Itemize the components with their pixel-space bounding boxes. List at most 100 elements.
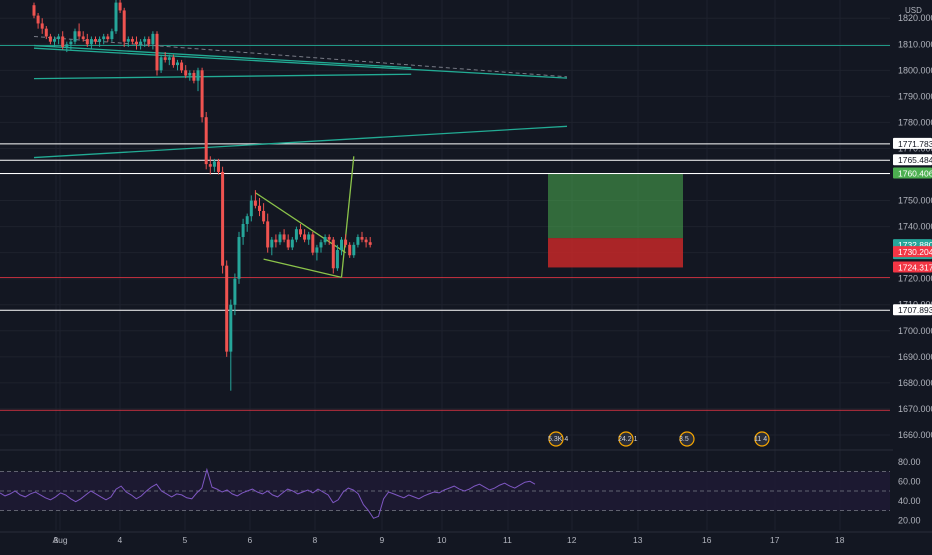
rsi-tick-label: 20.00 xyxy=(898,515,921,525)
time-tick-label: 18 xyxy=(835,535,845,545)
candle-body xyxy=(352,244,356,256)
candle-body xyxy=(233,278,237,305)
candle-body xyxy=(221,171,225,266)
candle-body xyxy=(176,62,179,66)
candle-body xyxy=(212,161,216,167)
candle-body xyxy=(65,44,69,47)
price-tag[interactable] xyxy=(893,246,932,258)
price-tag[interactable] xyxy=(893,304,932,316)
candle-body xyxy=(323,237,327,243)
price-tick-label: 1680.000 xyxy=(898,378,932,388)
price-tick-label: 1780.000 xyxy=(898,117,932,127)
candle-body xyxy=(303,234,307,240)
event-badge-label: 11 4 xyxy=(754,436,767,443)
candle-body xyxy=(155,33,159,71)
candle-body xyxy=(171,57,175,66)
candle-body xyxy=(61,36,65,47)
candle-body xyxy=(331,239,335,269)
candle-body xyxy=(135,41,138,45)
trendline[interactable] xyxy=(33,125,568,159)
currency-label: USD xyxy=(905,6,922,15)
candle-body xyxy=(180,62,184,71)
trendline[interactable] xyxy=(33,73,412,80)
trendline[interactable] xyxy=(263,258,342,279)
time-tick-label: 10 xyxy=(437,535,447,545)
candle-body xyxy=(340,239,343,251)
candle-body xyxy=(294,229,298,240)
position-target-zone[interactable] xyxy=(548,173,683,239)
event-badge-icon[interactable] xyxy=(754,431,770,447)
candle-body xyxy=(237,237,241,279)
candle-body xyxy=(196,70,200,81)
candle-body xyxy=(130,39,134,42)
candle-body xyxy=(319,242,323,248)
candle-body xyxy=(94,39,97,42)
price-tag-label: 1732.880 xyxy=(898,240,932,250)
event-badge-label: 24.2 1 xyxy=(618,436,638,443)
candle-body xyxy=(274,239,278,243)
trendline[interactable] xyxy=(33,44,412,69)
candle-body xyxy=(163,57,167,60)
candle-body xyxy=(126,39,130,42)
candle-body xyxy=(258,205,261,211)
price-tick-label: 1740.000 xyxy=(898,222,932,232)
candle-body xyxy=(122,10,126,42)
time-tick-label: 12 xyxy=(567,535,577,545)
time-tick-label: 16 xyxy=(702,535,712,545)
price-tick-label: 1690.000 xyxy=(898,352,932,362)
candle-body xyxy=(159,57,163,71)
event-badge-label: 5.3K 4 xyxy=(548,436,568,443)
candle-body xyxy=(364,239,368,243)
candle-body xyxy=(143,39,147,42)
event-badge-icon[interactable] xyxy=(618,431,634,447)
candle-body xyxy=(200,70,204,118)
candle-body xyxy=(188,72,192,76)
price-tag-label: 1765.484 xyxy=(898,155,932,165)
candle-body xyxy=(262,210,266,222)
time-tick-label: 3 xyxy=(54,535,59,545)
price-tag-label: 1707.893 xyxy=(898,305,932,315)
position-stop-zone[interactable] xyxy=(548,238,683,268)
candle-body xyxy=(110,31,114,40)
candle-body xyxy=(266,221,270,248)
price-tag[interactable] xyxy=(893,154,932,166)
price-tick-label: 1810.000 xyxy=(898,39,932,49)
candle-body xyxy=(225,265,229,352)
rsi-tick-label: 60.00 xyxy=(898,476,921,486)
price-tag-label: 1730.204 xyxy=(898,247,932,257)
time-tick-label: 4 xyxy=(118,535,123,545)
price-tick-label: 1700.000 xyxy=(898,326,932,336)
candle-body xyxy=(311,234,315,253)
price-tick-label: 1790.000 xyxy=(898,91,932,101)
price-tag-label: 1771.783 xyxy=(898,139,932,149)
candle-body xyxy=(89,39,93,45)
candle-body xyxy=(282,234,286,240)
candle-body xyxy=(192,72,196,81)
price-tag[interactable] xyxy=(893,261,932,273)
candle-body xyxy=(69,41,73,45)
trendline[interactable] xyxy=(255,192,346,254)
candle-body xyxy=(368,242,372,245)
event-badge-icon[interactable] xyxy=(679,431,695,447)
trendline[interactable] xyxy=(340,156,355,278)
rsi-line xyxy=(0,467,536,519)
rsi-tick-label: 80.00 xyxy=(898,457,921,467)
candle-body xyxy=(147,39,151,45)
candle-body xyxy=(229,304,233,352)
trendline[interactable] xyxy=(33,35,568,78)
time-tick-label: 13 xyxy=(633,535,643,545)
candle-body xyxy=(139,41,143,45)
candle-body xyxy=(77,31,81,37)
candle-body xyxy=(32,5,36,16)
event-badge-icon[interactable] xyxy=(548,431,564,447)
price-tag[interactable] xyxy=(893,167,932,179)
rsi-tick-label: 40.00 xyxy=(898,496,921,506)
price-tag[interactable] xyxy=(893,137,932,149)
candle-body xyxy=(241,224,245,238)
trendline[interactable] xyxy=(33,47,568,79)
candle-body xyxy=(290,239,294,248)
price-tick-label: 1660.000 xyxy=(898,430,932,440)
